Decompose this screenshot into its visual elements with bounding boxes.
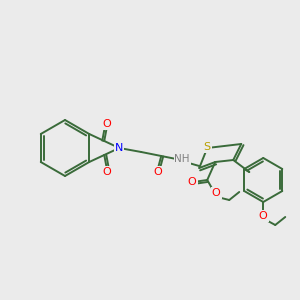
Text: O: O	[103, 167, 112, 177]
Text: O: O	[103, 119, 112, 129]
Text: S: S	[204, 142, 211, 152]
Text: O: O	[212, 188, 220, 198]
Text: O: O	[154, 167, 163, 177]
Text: O: O	[259, 211, 268, 221]
Text: O: O	[188, 177, 197, 187]
Text: NH: NH	[175, 154, 190, 164]
Text: N: N	[115, 143, 123, 153]
